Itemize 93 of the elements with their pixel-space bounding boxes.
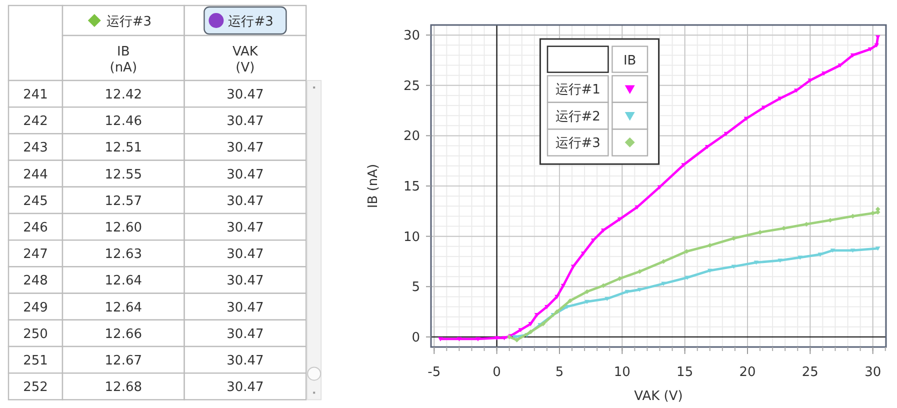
y-tick-label: 242: [23, 114, 48, 130]
point: [731, 264, 736, 269]
point: [540, 321, 546, 326]
point: [830, 248, 836, 253]
point: [850, 53, 856, 58]
y-tick-label: 251: [23, 354, 48, 368]
point: [554, 294, 560, 300]
y-tick-label: 243: [23, 140, 48, 156]
data-label: 30.47: [226, 114, 264, 130]
y-tick-label: 250: [23, 326, 48, 342]
data-label: 30.47: [226, 380, 264, 396]
data-label: 12.64: [104, 274, 142, 289]
point: [584, 289, 590, 294]
point: [661, 282, 666, 286]
x-tick-label: 15: [676, 365, 694, 380]
y-tick-label: 0: [412, 330, 420, 346]
point: [438, 337, 443, 342]
point: [637, 269, 642, 274]
data-label: 12.46: [104, 114, 142, 130]
point: [850, 248, 856, 253]
y-tick-label: 245: [23, 194, 48, 209]
point: [568, 298, 573, 304]
data-label: 12.51: [104, 140, 142, 156]
y-tick-label: 30: [403, 28, 420, 44]
text: 运行#3: [228, 14, 274, 30]
y-tick-label: 246: [23, 220, 48, 236]
data-label: 12.68: [104, 380, 142, 396]
x-axis-title: VAK (V): [634, 389, 683, 404]
point: [778, 258, 782, 263]
legend-label: 运行#1: [555, 82, 600, 98]
data-label: 12.60: [104, 220, 142, 236]
data-label: 12.67: [104, 354, 142, 368]
point: [554, 309, 560, 314]
y-tick-label: 249: [23, 300, 48, 316]
point: [874, 43, 879, 48]
point: [584, 300, 590, 304]
x-tick-label: 10: [614, 365, 630, 380]
data-label: 30.47: [226, 326, 264, 342]
point: [600, 283, 606, 288]
data-label: 30.47: [226, 88, 264, 102]
point: [570, 264, 576, 269]
point: [528, 322, 534, 326]
point: [476, 337, 480, 342]
legend-title: IB: [623, 53, 636, 68]
y-tick-label: 5: [412, 280, 420, 296]
data-label: 30.47: [226, 167, 264, 182]
data-label: 12.42: [104, 88, 142, 102]
data-label: 30.47: [226, 247, 264, 262]
y-tick-label: 25: [403, 78, 420, 94]
point: [560, 284, 566, 288]
x-tick-label: 30: [864, 365, 882, 380]
y-tick-label: 248: [23, 274, 48, 289]
data-label: 30.47: [226, 220, 264, 236]
point: [502, 336, 507, 340]
data-label: 30.47: [226, 354, 264, 368]
data-label: 30.47: [226, 194, 264, 209]
point: [580, 252, 586, 256]
point: [798, 256, 803, 260]
y-axis-title: IB (nA): [366, 164, 381, 208]
point: [707, 268, 712, 273]
point: [684, 276, 690, 280]
y-tick-label: 244: [23, 167, 48, 182]
x-tick-label: 5: [555, 365, 564, 380]
x-tick-label: -5: [428, 365, 441, 380]
x-tick-label: 25: [802, 365, 818, 380]
legend-label: 运行#3: [555, 136, 600, 152]
text: 运行#3: [106, 14, 152, 30]
point: [875, 246, 880, 251]
x-tick-label: 20: [739, 365, 756, 380]
point: [624, 290, 630, 294]
point: [604, 296, 610, 302]
data-label: 12.64: [104, 300, 142, 316]
data-label: 30.47: [226, 274, 264, 289]
y-tick-label: 252: [23, 380, 48, 396]
legend-label: 运行#2: [555, 109, 600, 124]
y-tick-label: 10: [403, 230, 420, 245]
point: [637, 288, 642, 292]
point: [494, 336, 500, 340]
data-label: 30.47: [226, 300, 264, 316]
data-label: 12.57: [104, 194, 142, 209]
y-tick-label: 20: [403, 129, 420, 144]
point: [456, 337, 462, 342]
point: [528, 330, 534, 334]
data-label: 12.66: [104, 326, 142, 342]
x-tick-label: 0: [492, 365, 501, 380]
point: [514, 338, 520, 342]
y-tick-label: 241: [23, 88, 48, 102]
data-label: 30.47: [226, 140, 264, 156]
y-tick-label: 15: [403, 180, 420, 194]
data-label: 12.55: [104, 167, 142, 182]
y-tick-label: 247: [23, 247, 48, 262]
point: [754, 260, 759, 265]
data-label: 12.63: [104, 247, 142, 262]
